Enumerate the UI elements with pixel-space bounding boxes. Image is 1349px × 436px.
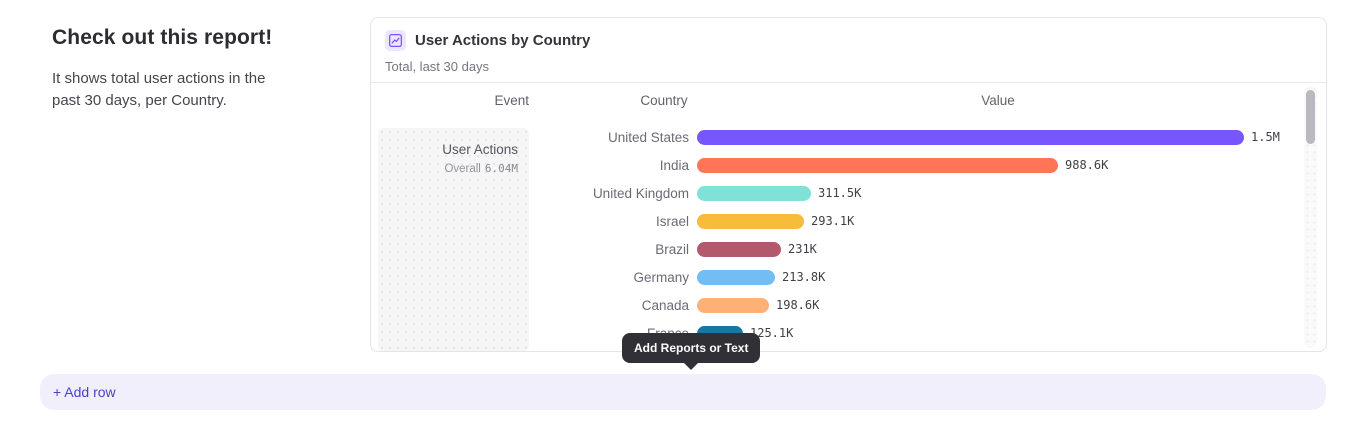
country-label: Germany — [633, 269, 689, 285]
add-reports-tooltip: Add Reports or Text — [622, 333, 761, 363]
bar[interactable] — [697, 129, 1244, 145]
country-label: Canada — [641, 297, 689, 313]
column-header-value: Value — [981, 93, 1015, 108]
bar[interactable] — [697, 157, 1058, 173]
value-label: 231K — [788, 242, 817, 256]
bar[interactable] — [697, 213, 804, 229]
scrollbar-thumb[interactable] — [1306, 90, 1315, 144]
intro-block: Check out this report! It shows total us… — [52, 26, 302, 112]
overall-value: 6.04M — [484, 162, 518, 175]
country-label: United Kingdom — [592, 185, 689, 201]
bar-chart-row: Brazil 231K — [371, 235, 1326, 263]
country-label: India — [659, 157, 689, 173]
value-label: 311.5K — [818, 186, 862, 200]
bar-chart-row: Germany 213.8K — [371, 263, 1326, 291]
report-title: User Actions by Country — [415, 32, 591, 49]
bar[interactable] — [697, 297, 769, 313]
page-description: It shows total user actions in the past … — [52, 70, 266, 109]
scrollbar-track[interactable] — [1304, 86, 1317, 348]
value-label: 213.8K — [782, 270, 826, 284]
bar-chart-row: United Kingdom 311.5K — [371, 179, 1326, 207]
bar-chart-row: Israel 293.1K — [371, 207, 1326, 235]
value-label: 293.1K — [811, 214, 855, 228]
report-card-header[interactable]: User Actions by Country Total, last 30 d… — [371, 18, 1326, 83]
bar[interactable] — [697, 185, 811, 201]
bar-chart-row: India 988.6K — [371, 151, 1326, 179]
bar-chart-row: Canada 198.6K — [371, 291, 1326, 319]
country-label: Brazil — [655, 241, 689, 257]
event-name: User Actions — [442, 142, 518, 157]
column-header-event: Event — [494, 93, 529, 108]
page-title: Check out this report! — [52, 26, 273, 49]
value-label: 198.6K — [776, 298, 820, 312]
bar-chart: Event Country Value User Actions Overall… — [371, 83, 1326, 351]
country-label: United States — [607, 129, 689, 145]
report-card: User Actions by Country Total, last 30 d… — [370, 17, 1327, 352]
value-label: 988.6K — [1065, 158, 1109, 172]
report-subtitle: Total, last 30 days — [385, 59, 490, 74]
bar[interactable] — [697, 241, 781, 257]
bar-rows: United States 1.5M India 988.6K United K… — [371, 123, 1326, 347]
event-cell[interactable]: User Actions Overall 6.04M — [378, 128, 529, 351]
value-label: 1.5M — [1251, 130, 1280, 144]
bar[interactable] — [697, 269, 775, 285]
column-header-country: Country — [640, 93, 688, 108]
event-overall: Overall 6.04M — [444, 162, 518, 175]
add-row-button[interactable]: + Add row — [40, 374, 1326, 410]
bar-chart-row: France 125.1K — [371, 319, 1326, 347]
value-label: 125.1K — [750, 326, 794, 340]
add-row-label: + Add row — [53, 384, 116, 400]
country-label: Israel — [655, 213, 689, 229]
bar-chart-row: United States 1.5M — [371, 123, 1326, 151]
insights-chart-icon — [385, 30, 406, 51]
